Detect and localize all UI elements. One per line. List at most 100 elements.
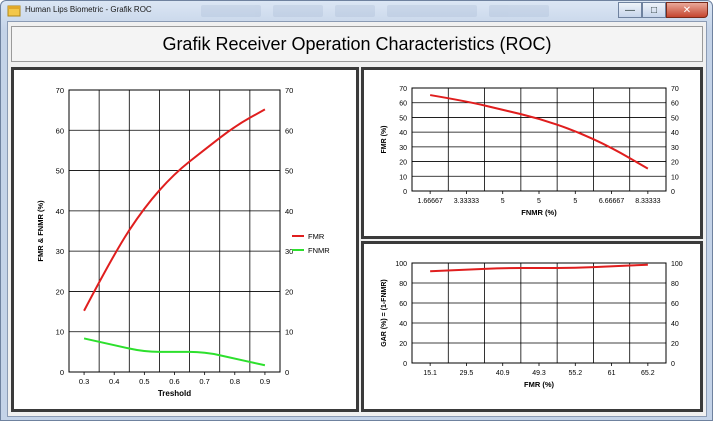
y-tick-label-right: 40 bbox=[671, 321, 679, 328]
plot-area bbox=[411, 262, 667, 364]
y-tick-label-right: 0 bbox=[671, 189, 675, 196]
x-tick-label: 65.2 bbox=[641, 370, 655, 377]
window-title: Human Lips Biometric - Grafik ROC bbox=[25, 5, 152, 14]
minimize-icon: — bbox=[625, 4, 635, 16]
y-tick-label-left: 60 bbox=[56, 126, 64, 135]
x-tick-label: 0.5 bbox=[139, 377, 149, 386]
y-tick-label-left: 50 bbox=[399, 115, 407, 122]
y-tick-label-left: 30 bbox=[399, 145, 407, 152]
y-axis-label: FMR (%) bbox=[381, 126, 388, 154]
maximize-button[interactable]: □ bbox=[642, 2, 666, 18]
y-axis-label: GAR (%) = (1-FNMR) bbox=[381, 279, 388, 346]
y-tick-label-right: 30 bbox=[285, 247, 293, 256]
y-tick-label-left: 20 bbox=[399, 160, 407, 167]
x-axis-label: Treshold bbox=[158, 389, 191, 398]
y-tick-label-left: 60 bbox=[399, 101, 407, 108]
y-tick-label-right: 20 bbox=[285, 287, 293, 296]
y-tick-label-right: 40 bbox=[671, 130, 679, 137]
y-tick-label-right: 50 bbox=[671, 115, 679, 122]
y-tick-label-left: 10 bbox=[56, 328, 64, 337]
window-controls: — □ ✕ bbox=[618, 2, 708, 19]
minimize-button[interactable]: — bbox=[618, 2, 642, 18]
y-tick-label-right: 70 bbox=[671, 86, 679, 93]
roc-threshold-chart-panel: 0 0 10 10 20 20 30 30 40 40 50 50 60 60 70 70 0.3 0.4 0.5 0… bbox=[11, 67, 359, 412]
y-tick-label-right: 60 bbox=[671, 301, 679, 308]
y-tick-label-left: 0 bbox=[60, 368, 64, 377]
y-tick-label-right: 80 bbox=[671, 281, 679, 288]
x-tick-label: 61 bbox=[608, 370, 616, 377]
x-tick-label: 0.4 bbox=[109, 377, 119, 386]
x-tick-label: 0.7 bbox=[199, 377, 209, 386]
page-title: Grafik Receiver Operation Characteristic… bbox=[162, 34, 552, 54]
y-tick-label-left: 30 bbox=[56, 247, 64, 256]
y-tick-label-left: 40 bbox=[399, 321, 407, 328]
x-axis-label: FNMR (%) bbox=[521, 208, 557, 217]
close-icon: ✕ bbox=[682, 4, 692, 16]
y-tick-label-right: 10 bbox=[671, 174, 679, 181]
y-tick-label-right: 60 bbox=[671, 101, 679, 108]
y-tick-label-right: 70 bbox=[285, 86, 293, 95]
title-bar[interactable]: Human Lips Biometric - Grafik ROC — □ ✕ bbox=[1, 1, 712, 21]
x-tick-label: 8.33333 bbox=[635, 198, 660, 205]
y-tick-label-right: 30 bbox=[671, 145, 679, 152]
y-tick-label-right: 10 bbox=[285, 328, 293, 337]
gar-vs-fmr-chart: 0 0 20 20 40 40 60 60 80 80 100 100 15.1 29.5 40.9 49.3… bbox=[381, 261, 683, 389]
fmr-vs-fnmr-chart-panel: 0 0 10 10 20 20 30 30 40 40 50 50 60 60 70 70 1.66667 3.3… bbox=[361, 67, 703, 239]
x-tick-label: 0.6 bbox=[169, 377, 179, 386]
client-area: Grafik Receiver Operation Characteristic… bbox=[7, 21, 707, 417]
x-axis-label: FMR (%) bbox=[524, 380, 554, 389]
legend-label: FMR bbox=[308, 232, 325, 241]
x-tick-label: 0.9 bbox=[260, 377, 270, 386]
x-tick-label: 5 bbox=[573, 198, 577, 205]
fmr-vs-fnmr-chart: 0 0 10 10 20 20 30 30 40 40 50 50 60 60 70 70 1.66667 3.3… bbox=[381, 86, 679, 217]
x-tick-label: 15.1 bbox=[423, 370, 437, 377]
maximize-icon: □ bbox=[650, 4, 658, 16]
y-tick-label-left: 40 bbox=[399, 130, 407, 137]
y-tick-label-left: 100 bbox=[395, 261, 407, 268]
y-tick-label-left: 80 bbox=[399, 281, 407, 288]
x-tick-label: 6.66667 bbox=[599, 198, 624, 205]
y-tick-label-left: 60 bbox=[399, 301, 407, 308]
y-tick-label-left: 0 bbox=[403, 189, 407, 196]
y-tick-label-left: 20 bbox=[399, 341, 407, 348]
y-tick-label-right: 0 bbox=[671, 361, 675, 368]
legend-label: FNMR bbox=[308, 246, 330, 255]
y-tick-label-right: 100 bbox=[671, 261, 683, 268]
fmr-fnmr-threshold-chart: 0 0 10 10 20 20 30 30 40 40 50 50 60 60 70 70 0.3 0.4 0.5 0… bbox=[36, 86, 330, 398]
series-line-fmr bbox=[83, 108, 266, 312]
header-panel: Grafik Receiver Operation Characteristic… bbox=[11, 26, 703, 62]
gar-vs-fmr-chart-panel: 0 0 20 20 40 40 60 60 80 80 100 100 15.1 29.5 40.9 49.3… bbox=[361, 241, 703, 412]
x-tick-label: 29.5 bbox=[460, 370, 474, 377]
x-tick-label: 0.8 bbox=[230, 377, 240, 386]
y-axis-label: FMR & FNMR (%) bbox=[36, 200, 45, 262]
y-tick-label-right: 20 bbox=[671, 160, 679, 167]
y-tick-label-left: 50 bbox=[56, 167, 64, 176]
x-tick-label: 3.33333 bbox=[454, 198, 479, 205]
x-tick-label: 0.3 bbox=[79, 377, 89, 386]
app-icon bbox=[7, 5, 21, 17]
y-tick-label-right: 20 bbox=[671, 341, 679, 348]
y-tick-label-left: 70 bbox=[399, 86, 407, 93]
x-tick-label: 49.3 bbox=[532, 370, 546, 377]
series-line-series bbox=[429, 94, 649, 170]
x-tick-label: 5 bbox=[537, 198, 541, 205]
y-tick-label-right: 60 bbox=[285, 126, 293, 135]
x-tick-label: 40.9 bbox=[496, 370, 510, 377]
plot-area bbox=[68, 89, 281, 373]
series-line-series bbox=[430, 263, 648, 273]
y-tick-label-right: 50 bbox=[285, 167, 293, 176]
y-tick-label-left: 40 bbox=[56, 207, 64, 216]
x-tick-label: 1.66667 bbox=[417, 198, 442, 205]
y-tick-label-left: 10 bbox=[399, 174, 407, 181]
y-tick-label-right: 40 bbox=[285, 207, 293, 216]
x-tick-label: 5 bbox=[501, 198, 505, 205]
series-line-fnmr bbox=[83, 337, 266, 367]
y-tick-label-left: 70 bbox=[56, 86, 64, 95]
y-tick-label-left: 20 bbox=[56, 287, 64, 296]
y-tick-label-right: 0 bbox=[285, 368, 289, 377]
close-button[interactable]: ✕ bbox=[666, 2, 708, 18]
y-tick-label-left: 0 bbox=[403, 361, 407, 368]
plot-area bbox=[411, 87, 667, 192]
x-tick-label: 55.2 bbox=[568, 370, 582, 377]
